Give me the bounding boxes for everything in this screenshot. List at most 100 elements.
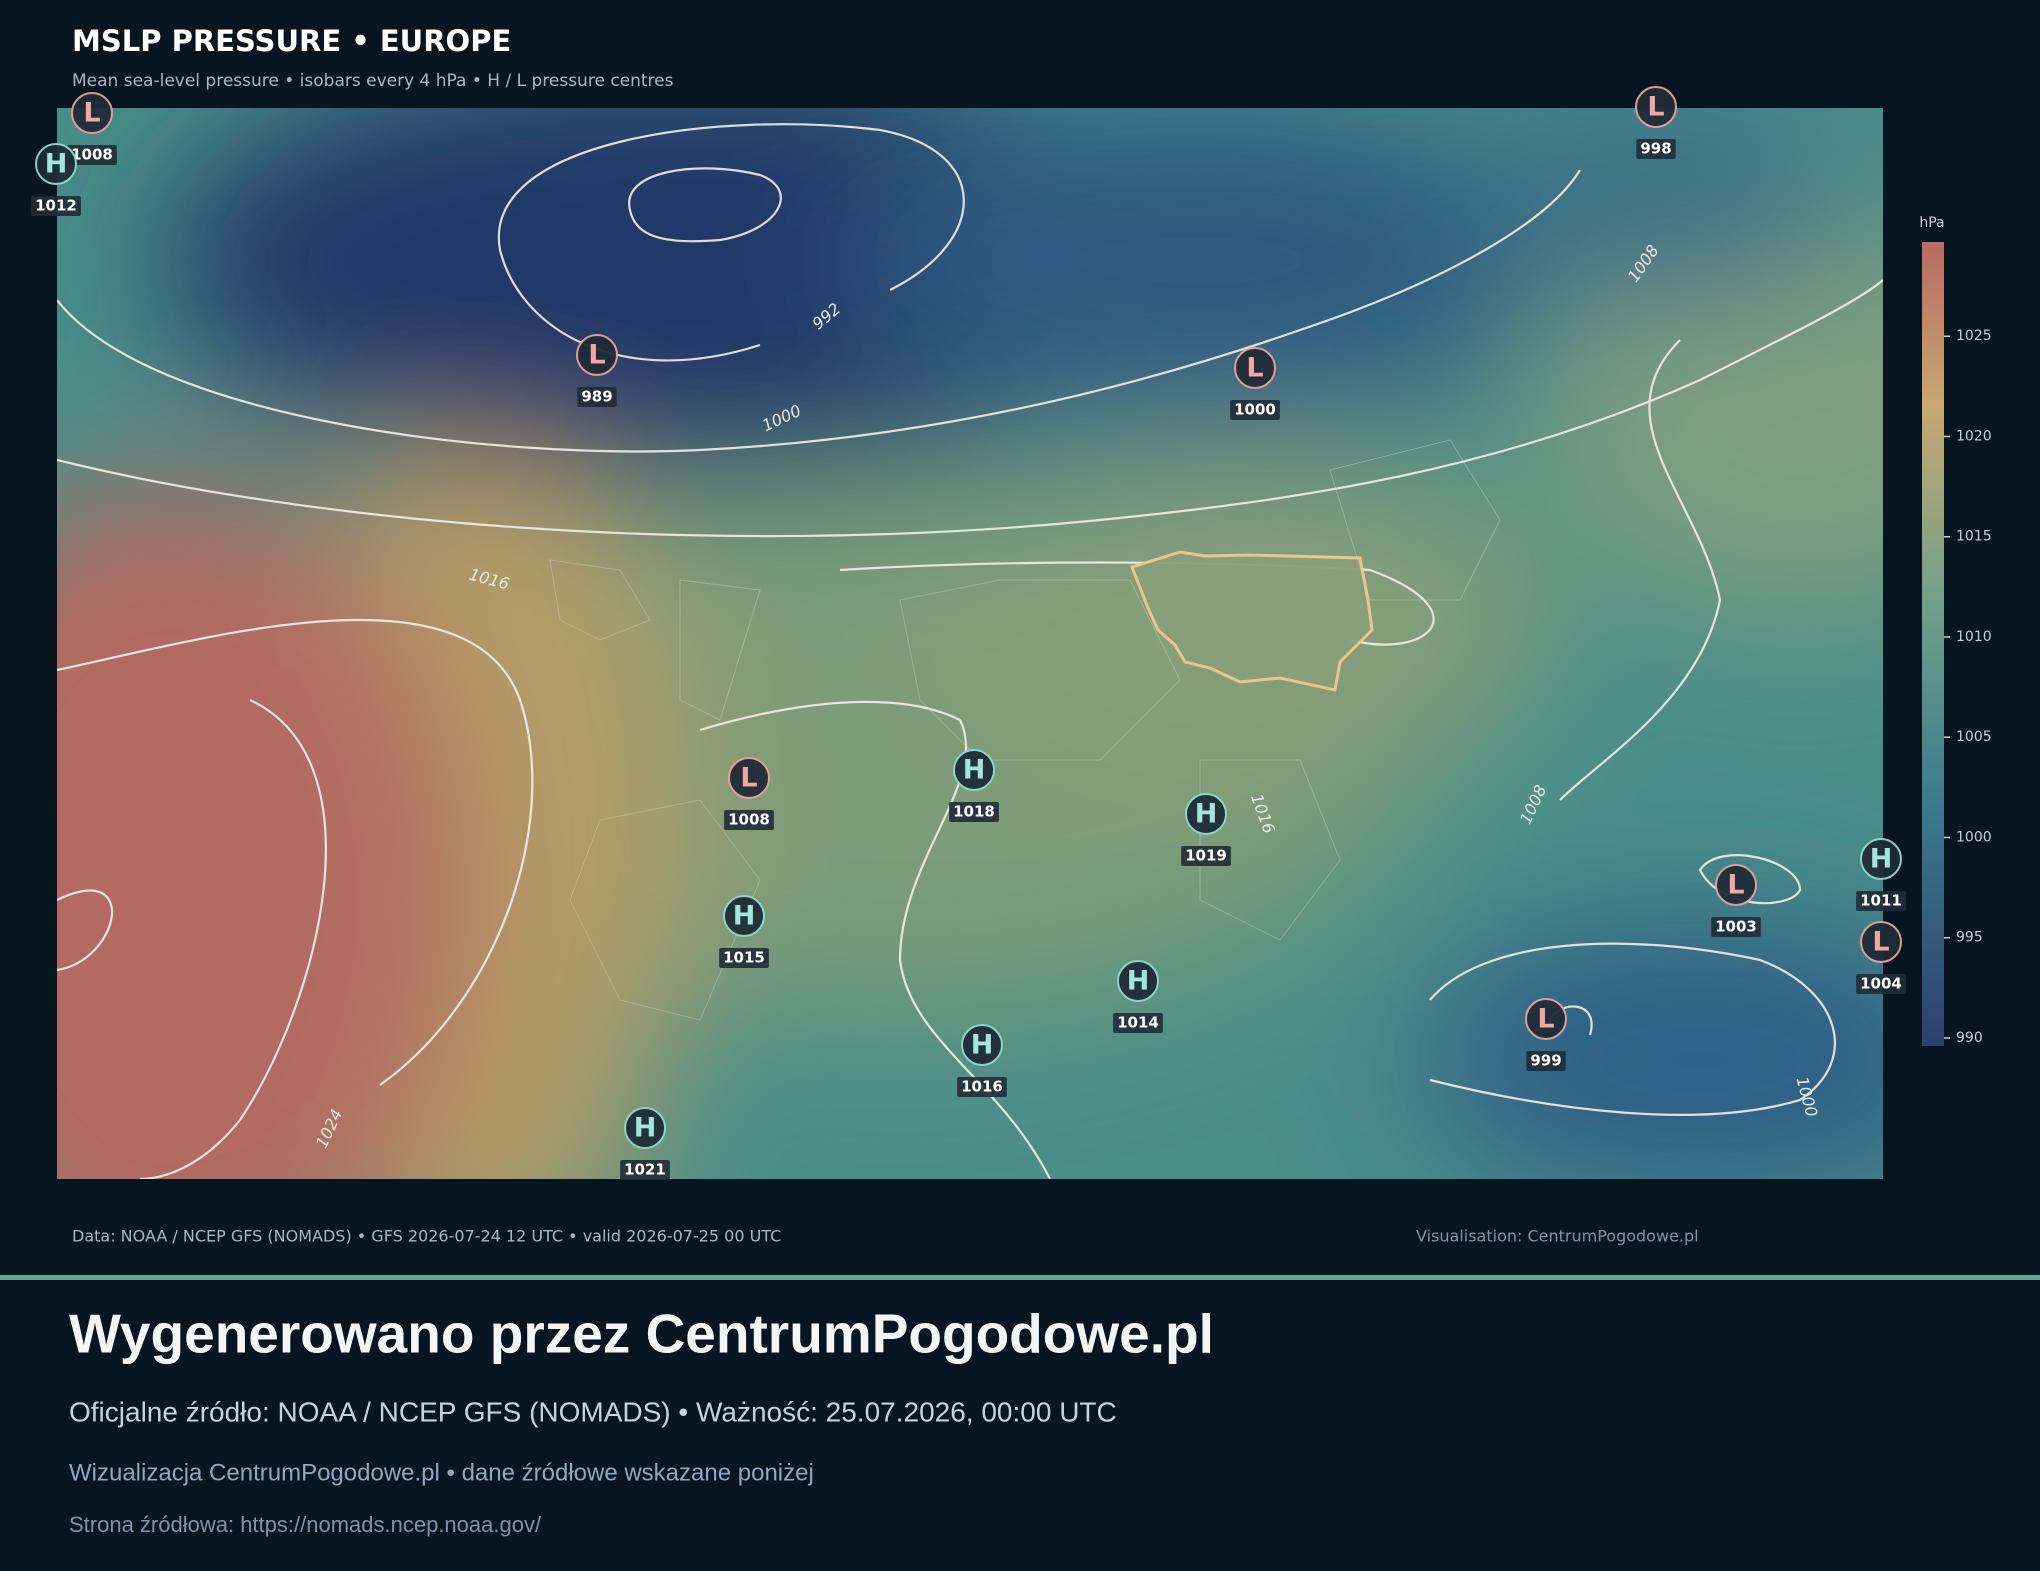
- centre-type: H: [971, 1030, 994, 1061]
- map: [57, 108, 1883, 1179]
- colorbar-tick-label: 1010: [1956, 629, 1992, 645]
- centre-value-box: [31, 196, 81, 216]
- centre-value-box: [1856, 891, 1906, 911]
- centre-value-box: [1230, 400, 1280, 420]
- visualisation-credit: Visualisation: CentrumPogodowe.pl: [1416, 1227, 1699, 1246]
- centre-value-box: [1711, 917, 1761, 937]
- centre-type: H: [1870, 844, 1893, 875]
- centre-value-box: [1526, 1051, 1566, 1071]
- centre-type: H: [963, 755, 986, 786]
- centre-value: 989: [581, 388, 612, 406]
- centre-marker: [1525, 998, 1567, 1040]
- map-subtitle: Mean sea-level pressure • isobars every …: [72, 71, 674, 91]
- centre-type: H: [1195, 799, 1218, 830]
- centre-value: 998: [1640, 140, 1671, 158]
- centre-marker: [1234, 347, 1276, 389]
- centre-value-box: [577, 387, 617, 407]
- centre-value-box: [620, 1160, 670, 1180]
- colorbar-tick-label: 1020: [1956, 428, 1992, 444]
- centre-value: 1015: [723, 949, 765, 967]
- pressure-centre: H 1018: [949, 749, 999, 822]
- centre-type: L: [740, 763, 757, 794]
- centre-value-box: [1181, 846, 1231, 866]
- centre-value-box: [1113, 1013, 1163, 1033]
- centre-marker: [624, 1107, 666, 1149]
- colorbar-tick-label: 1000: [1956, 829, 1992, 845]
- centre-value: 1004: [1860, 975, 1902, 993]
- centre-value: 1000: [1234, 401, 1276, 419]
- pressure-centre: H 1011: [1856, 838, 1906, 911]
- centre-value: 1012: [35, 197, 77, 215]
- colorbar-label: hPa: [1919, 215, 1944, 231]
- centre-marker: [1635, 86, 1677, 128]
- centre-marker: [1117, 960, 1159, 1002]
- pressure-centre: H 1012: [31, 143, 81, 216]
- colorbar-tick-label: 995: [1956, 930, 1983, 946]
- footer-subtitle: Oficjalne źródło: NOAA / NCEP GFS (NOMAD…: [69, 1396, 1117, 1427]
- colorbar-tick-label: 990: [1956, 1030, 1983, 1046]
- centre-value-box: [724, 810, 774, 830]
- centre-marker: [1860, 838, 1902, 880]
- centre-marker: [1185, 793, 1227, 835]
- pressure-centre: H 1019: [1181, 793, 1231, 866]
- centre-value: 1021: [624, 1161, 666, 1179]
- centre-value: 1008: [728, 811, 770, 829]
- centre-marker: [1715, 864, 1757, 906]
- centre-type: H: [634, 1113, 657, 1144]
- centre-value: 1019: [1185, 847, 1227, 865]
- centre-value: 1003: [1715, 918, 1757, 936]
- centre-marker: [35, 143, 77, 185]
- footer-title: Wygenerowano przez CentrumPogodowe.pl: [69, 1303, 1214, 1365]
- colorbar-tick-label: 1025: [1956, 328, 1992, 344]
- centre-type: L: [1647, 92, 1664, 123]
- centre-marker: [953, 749, 995, 791]
- centre-value-box: [949, 802, 999, 822]
- pressure-centre: L 989: [576, 334, 618, 407]
- centre-type: H: [1127, 966, 1150, 997]
- centre-marker: [71, 92, 113, 134]
- centre-marker: [961, 1024, 1003, 1066]
- colorbar-tick-label: 1015: [1956, 529, 1992, 545]
- centre-value: 1011: [1860, 892, 1902, 910]
- centre-value: 1014: [1117, 1014, 1159, 1032]
- pressure-centre: L 1008: [67, 92, 117, 165]
- centre-marker: [1860, 921, 1902, 963]
- pressure-centre: H 1015: [719, 895, 769, 968]
- pressure-centre: L 998: [1635, 86, 1677, 159]
- pressure-centre: L 1004: [1856, 921, 1906, 994]
- centre-type: L: [1246, 353, 1263, 384]
- centre-value-box: [1856, 974, 1906, 994]
- centre-marker: [576, 334, 618, 376]
- centre-marker: [723, 895, 765, 937]
- centre-type: L: [1872, 927, 1889, 958]
- pressure-centre: H 1014: [1113, 960, 1163, 1033]
- centre-type: L: [588, 340, 605, 371]
- centre-type: L: [83, 98, 100, 129]
- colorbar-ticks: 990 995 1000 1005 1010 1015 1020 1025: [1944, 328, 1992, 1046]
- pressure-centre: H 1021: [620, 1107, 670, 1180]
- centre-value-box: [957, 1077, 1007, 1097]
- footer-note: Wizualizacja CentrumPogodowe.pl • dane ź…: [69, 1459, 814, 1486]
- centre-type: H: [45, 149, 68, 180]
- pressure-centre: H 1016: [957, 1024, 1007, 1097]
- colorbar-tick-label: 1005: [1956, 729, 1992, 745]
- pressure-centre: L 1008: [724, 757, 774, 830]
- centre-value: 1016: [961, 1078, 1003, 1096]
- centre-type: H: [733, 901, 756, 932]
- separator: [0, 1275, 2040, 1280]
- data-source: Data: NOAA / NCEP GFS (NOMADS) • GFS 202…: [72, 1227, 781, 1246]
- centre-value-box: [719, 948, 769, 968]
- footer-source-page: Strona źródłowa: https://nomads.ncep.noa…: [69, 1512, 542, 1537]
- centre-value: 1008: [71, 146, 113, 164]
- centre-marker: [728, 757, 770, 799]
- centre-value: 999: [1530, 1052, 1561, 1070]
- centre-type: L: [1537, 1004, 1554, 1035]
- pressure-centre: L 1000: [1230, 347, 1280, 420]
- pressure-centre: L 999: [1525, 998, 1567, 1071]
- centre-value: 1018: [953, 803, 995, 821]
- colorbar: [1922, 242, 1944, 1046]
